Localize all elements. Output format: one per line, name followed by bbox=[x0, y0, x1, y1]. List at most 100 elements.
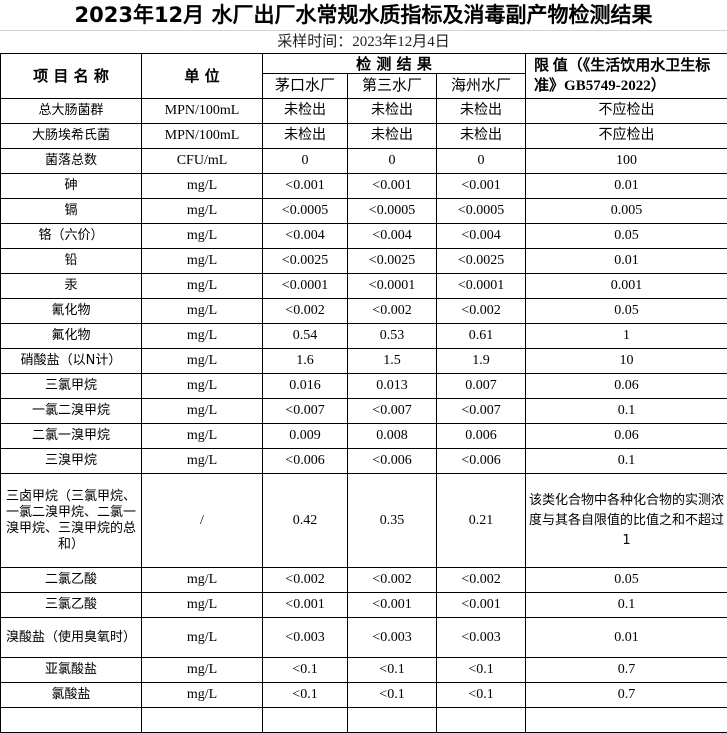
value-maokou: <0.006 bbox=[263, 449, 348, 474]
value-haizhou: <0.006 bbox=[437, 449, 526, 474]
item-name: 三溴甲烷 bbox=[1, 449, 142, 474]
limit-value: 0.01 bbox=[526, 249, 727, 274]
value-maokou: <0.0005 bbox=[263, 199, 348, 224]
value-maokou: 0.42 bbox=[263, 474, 348, 568]
unit: mg/L bbox=[142, 249, 263, 274]
value-haizhou: <0.0005 bbox=[437, 199, 526, 224]
value-maokou: 1.6 bbox=[263, 349, 348, 374]
value-haizhou: <0.004 bbox=[437, 224, 526, 249]
value-haizhou: 1.9 bbox=[437, 349, 526, 374]
limit-value: 不应检出 bbox=[526, 124, 727, 149]
item-name: 菌落总数 bbox=[1, 149, 142, 174]
item-name: 硝酸盐（以N计） bbox=[1, 349, 142, 374]
value-disan: <0.006 bbox=[348, 449, 437, 474]
limit-value: 不应检出 bbox=[526, 99, 727, 124]
value-disan: <0.1 bbox=[348, 658, 437, 683]
header-plant: 海州水厂 bbox=[437, 74, 526, 99]
unit: mg/L bbox=[142, 399, 263, 424]
value-haizhou: <0.003 bbox=[437, 618, 526, 658]
value-haizhou: <0.1 bbox=[437, 658, 526, 683]
header-plant: 第三水厂 bbox=[348, 74, 437, 99]
unit: mg/L bbox=[142, 424, 263, 449]
value-haizhou: <0.002 bbox=[437, 568, 526, 593]
unit: mg/L bbox=[142, 349, 263, 374]
value-haizhou: 0.21 bbox=[437, 474, 526, 568]
unit: mg/L bbox=[142, 299, 263, 324]
value-disan: 0.53 bbox=[348, 324, 437, 349]
item-name: 三卤甲烷（三氯甲烷、一氯二溴甲烷、二氯一溴甲烷、三溴甲烷的总和） bbox=[1, 474, 142, 568]
value-disan: <0.007 bbox=[348, 399, 437, 424]
header-limit: 限 值（《生活饮用水卫生标准》GB5749-2022） bbox=[526, 54, 727, 99]
value-disan: 0.35 bbox=[348, 474, 437, 568]
sampling-date: 采样时间：2023年12月4日 bbox=[0, 31, 727, 53]
header-unit: 单 位 bbox=[142, 54, 263, 99]
value-maokou: 未检出 bbox=[263, 99, 348, 124]
value-maokou: <0.002 bbox=[263, 568, 348, 593]
unit: CFU/mL bbox=[142, 149, 263, 174]
item-name: 汞 bbox=[1, 274, 142, 299]
limit-value: 0.01 bbox=[526, 174, 727, 199]
unit: MPN/100mL bbox=[142, 99, 263, 124]
value-haizhou: 0.006 bbox=[437, 424, 526, 449]
item-name: 砷 bbox=[1, 174, 142, 199]
limit-value: 100 bbox=[526, 149, 727, 174]
limit-value: 0.1 bbox=[526, 449, 727, 474]
unit: mg/L bbox=[142, 593, 263, 618]
limit-value: 0.1 bbox=[526, 399, 727, 424]
value-haizhou: <0.001 bbox=[437, 174, 526, 199]
value-disan: 0.013 bbox=[348, 374, 437, 399]
value-disan: <0.003 bbox=[348, 618, 437, 658]
item-name: 大肠埃希氏菌 bbox=[1, 124, 142, 149]
item-name: 镉 bbox=[1, 199, 142, 224]
value-haizhou: 未检出 bbox=[437, 99, 526, 124]
limit-value: 1 bbox=[526, 324, 727, 349]
item-name: 铬（六价） bbox=[1, 224, 142, 249]
value-maokou: 0.016 bbox=[263, 374, 348, 399]
value-haizhou: <0.007 bbox=[437, 399, 526, 424]
value-haizhou: <0.0025 bbox=[437, 249, 526, 274]
unit: mg/L bbox=[142, 568, 263, 593]
unit: mg/L bbox=[142, 224, 263, 249]
item-name: 二氯一溴甲烷 bbox=[1, 424, 142, 449]
limit-value: 0.001 bbox=[526, 274, 727, 299]
value-maokou: <0.001 bbox=[263, 174, 348, 199]
limit-value: 0.06 bbox=[526, 424, 727, 449]
page-title: 2023年12月 水厂出厂水常规水质指标及消毒副产物检测结果 bbox=[0, 0, 727, 31]
value-maokou: <0.1 bbox=[263, 658, 348, 683]
value-disan: <0.0025 bbox=[348, 249, 437, 274]
value-disan: <0.0005 bbox=[348, 199, 437, 224]
value-maokou: <0.002 bbox=[263, 299, 348, 324]
item-name: 溴酸盐（使用臭氧时） bbox=[1, 618, 142, 658]
limit-value: 0.05 bbox=[526, 224, 727, 249]
unit: mg/L bbox=[142, 618, 263, 658]
item-name: 铅 bbox=[1, 249, 142, 274]
limit-value: 0.01 bbox=[526, 618, 727, 658]
item-name: 三氯乙酸 bbox=[1, 593, 142, 618]
unit: mg/L bbox=[142, 274, 263, 299]
value-maokou: <0.0025 bbox=[263, 249, 348, 274]
limit-value: 该类化合物中各种化合物的实测浓度与其各自限值的比值之和不超过1 bbox=[526, 474, 727, 568]
value-disan: 0.008 bbox=[348, 424, 437, 449]
value-haizhou: <0.002 bbox=[437, 299, 526, 324]
value-haizhou: 0.007 bbox=[437, 374, 526, 399]
unit: MPN/100mL bbox=[142, 124, 263, 149]
value-maokou: <0.003 bbox=[263, 618, 348, 658]
unit: mg/L bbox=[142, 658, 263, 683]
value-haizhou: 0 bbox=[437, 149, 526, 174]
value-maokou: 0.54 bbox=[263, 324, 348, 349]
limit-value: 0.05 bbox=[526, 299, 727, 324]
unit: mg/L bbox=[142, 174, 263, 199]
